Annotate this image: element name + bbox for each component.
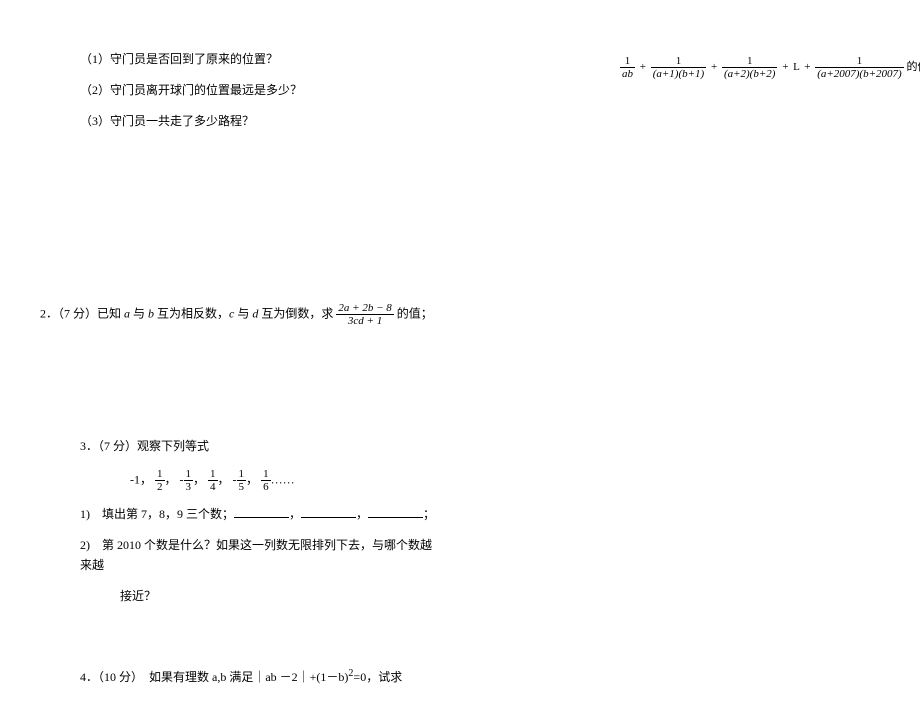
- q1-sub2: （2）守门员离开球门的位置最远是多少？: [40, 81, 440, 100]
- q3-dots: ……: [271, 472, 295, 486]
- r-t1d: ab: [620, 68, 635, 80]
- r-suffix: 的值。: [906, 61, 920, 73]
- r-p3: +: [780, 61, 790, 73]
- q2-mid2: 互为相反数，: [154, 306, 229, 320]
- q3-block: 3．（7 分）观察下列等式 -1， 12， -13， 14， -15， 16………: [40, 437, 440, 606]
- q2-mid4: 互为倒数，求: [258, 306, 336, 320]
- r-t3d: (a+2)(b+2): [722, 68, 778, 80]
- q3-sub1-a: 1) 填出第 7，8，9 三个数；: [80, 507, 234, 521]
- q3-lead: -1，: [130, 472, 152, 486]
- q2-frac-num: 2a + 2b − 8: [336, 302, 393, 315]
- q3-sub1: 1) 填出第 7，8，9 三个数； ， ， ；: [80, 505, 440, 524]
- r-t4: 1(a+2007)(b+2007): [815, 55, 904, 80]
- q3-c2: ，: [193, 472, 205, 486]
- r-t1: 1ab: [620, 55, 635, 80]
- q4-prefix: 4．（10 分） 如果有理数 a,b 满足｜ab －2｜+(1－b): [80, 670, 348, 684]
- q3-f2: 13: [184, 468, 194, 493]
- q2-suffix: 的值；: [394, 306, 433, 320]
- r-p1: +: [638, 61, 648, 73]
- right-page: 1ab + 1(a+1)(b+1) + 1(a+2)(b+2) + L + 1(…: [460, 0, 920, 70]
- r-t2n: 1: [651, 55, 707, 68]
- q3-c3: ，: [218, 472, 230, 486]
- r-p2: +: [709, 61, 719, 73]
- q2-mid3: 与: [234, 306, 252, 320]
- q3-f3: 14: [208, 468, 218, 493]
- q3-sub1-b: ，: [289, 507, 301, 521]
- q2-frac: 2a + 2b − 83cd + 1: [336, 302, 393, 327]
- q3-f5: 16: [261, 468, 271, 493]
- blank-1: [234, 505, 289, 518]
- left-page: （1）守门员是否回到了原来的位置？ （2）守门员离开球门的位置最远是多少？ （3…: [0, 0, 460, 719]
- q2-mid1: 与: [130, 306, 148, 320]
- q1-sub1: （1）守门员是否回到了原来的位置？: [40, 50, 440, 69]
- q3-f3d: 4: [208, 481, 218, 493]
- q3-sub2: 2) 第 2010 个数是什么？如果这一列数无限排列下去，与哪个数越来越: [80, 536, 440, 574]
- q3-f1d: 2: [155, 481, 165, 493]
- q3-f4d: 5: [237, 481, 247, 493]
- q3-title: 3．（7 分）观察下列等式: [80, 437, 440, 456]
- q3-f4: 15: [237, 468, 247, 493]
- q3-c4: ，: [246, 472, 258, 486]
- q3-c1: ，: [165, 472, 177, 486]
- r-t4n: 1: [815, 55, 904, 68]
- q3-f1: 12: [155, 468, 165, 493]
- q2-prefix: 2．（7 分）已知: [40, 306, 124, 320]
- q3-sequence: -1， 12， -13， 14， -15， 16……: [80, 468, 440, 493]
- r-p4: +: [802, 61, 812, 73]
- r-t1n: 1: [620, 55, 635, 68]
- q3-sub1-d: ；: [423, 507, 435, 521]
- r-L: L: [793, 61, 799, 73]
- r-t3: 1(a+2)(b+2): [722, 55, 778, 80]
- q3-f2n: 1: [184, 468, 194, 481]
- q2-frac-den: 3cd + 1: [336, 315, 393, 327]
- r-t4d: (a+2007)(b+2007): [815, 68, 904, 80]
- q3-f1n: 1: [155, 468, 165, 481]
- q3-f2d: 3: [184, 481, 194, 493]
- q3-f5n: 1: [261, 468, 271, 481]
- q4-suffix: =0，试求: [353, 670, 402, 684]
- blank-3: [368, 505, 423, 518]
- r-t3n: 1: [722, 55, 778, 68]
- q1-sub3: （3）守门员一共走了多少路程？: [40, 112, 440, 131]
- q3-f4n: 1: [237, 468, 247, 481]
- r-t2d: (a+1)(b+1): [651, 68, 707, 80]
- q4-line: 4．（10 分） 如果有理数 a,b 满足｜ab －2｜+(1－b)2=0，试求: [40, 666, 440, 687]
- q2-line: 2．（7 分）已知 a 与 b 互为相反数，c 与 d 互为倒数，求 2a + …: [40, 302, 440, 327]
- blank-2: [301, 505, 356, 518]
- right-formula: 1ab + 1(a+1)(b+1) + 1(a+2)(b+2) + L + 1(…: [620, 55, 920, 80]
- q3-sub2b: 接近？: [80, 587, 440, 606]
- q3-f3n: 1: [208, 468, 218, 481]
- r-t2: 1(a+1)(b+1): [651, 55, 707, 80]
- q3-f5d: 6: [261, 481, 271, 493]
- q3-sub1-c: ，: [356, 507, 368, 521]
